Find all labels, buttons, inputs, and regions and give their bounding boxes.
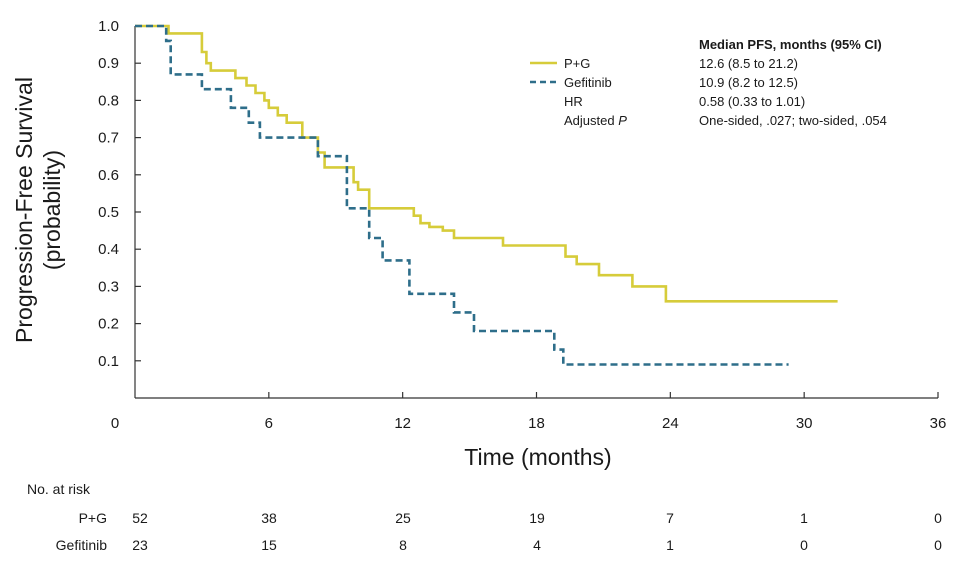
risk-cell: 52 xyxy=(132,510,148,526)
risk-table: No. at risk P+G Gefitinib 52 38 25 19 7 1 0 23 1… xyxy=(27,481,942,553)
series-line-pg xyxy=(135,24,838,303)
x-tick-label: 6 xyxy=(265,415,273,432)
risk-cell: 0 xyxy=(800,537,808,553)
y-tick-label: 0.3 xyxy=(98,278,119,295)
y-tick-label: 0.1 xyxy=(98,353,119,370)
legend-value-adjusted-p: One-sided, .027; two-sided, .054 xyxy=(699,113,887,128)
legend-header: Median PFS, months (95% CI) xyxy=(699,37,882,52)
risk-row-label-pg: P+G xyxy=(79,510,107,526)
y-tick-label: 0.4 xyxy=(98,241,119,258)
risk-cell: 4 xyxy=(533,537,541,553)
legend-value-pg: 12.6 (8.5 to 21.2) xyxy=(699,56,798,71)
y-tick-label: 0.5 xyxy=(98,204,119,221)
y-axis-title-line1: Progression-Free Survival xyxy=(11,77,37,343)
y-tick-label: 0.8 xyxy=(98,92,119,109)
y-tick-label: 0.9 xyxy=(98,55,119,72)
legend-label-adjusted: Adjusted xyxy=(564,113,618,128)
y-tick-label: 0.2 xyxy=(98,316,119,333)
x-axis: 0 6 12 18 24 30 36 xyxy=(111,392,947,432)
x-tick-label: 0 xyxy=(111,415,119,432)
risk-cell: 1 xyxy=(800,510,808,526)
risk-cell: 0 xyxy=(934,537,942,553)
risk-row-label-gefitinib: Gefitinib xyxy=(56,537,108,553)
legend: Median PFS, months (95% CI) P+G 12.6 (8.… xyxy=(530,37,887,128)
legend-label-gefitinib: Gefitinib xyxy=(564,75,612,90)
risk-cell: 7 xyxy=(666,510,674,526)
x-tick-label: 36 xyxy=(930,415,947,432)
risk-cell: 38 xyxy=(261,510,277,526)
risk-cell: 0 xyxy=(934,510,942,526)
x-axis-title: Time (months) xyxy=(464,444,611,470)
legend-value-hr: 0.58 (0.33 to 1.01) xyxy=(699,94,805,109)
legend-label-p-italic: P xyxy=(618,113,627,128)
legend-label-adjusted-p: Adjusted P xyxy=(564,113,627,128)
risk-cell: 15 xyxy=(261,537,277,553)
y-axis: 0.1 0.2 0.3 0.4 0.5 0.6 0.7 0.8 0.9 1.0 xyxy=(98,18,141,370)
y-tick-label: 0.6 xyxy=(98,167,119,184)
legend-label-pg: P+G xyxy=(564,56,590,71)
series-line-gefitinib xyxy=(135,24,789,366)
risk-cell: 8 xyxy=(399,537,407,553)
legend-label-hr: HR xyxy=(564,94,583,109)
x-tick-label: 24 xyxy=(662,415,679,432)
risk-cell: 1 xyxy=(666,537,674,553)
x-tick-label: 30 xyxy=(796,415,813,432)
risk-cell: 19 xyxy=(529,510,545,526)
risk-cell: 23 xyxy=(132,537,148,553)
risk-table-title: No. at risk xyxy=(27,481,91,497)
risk-cell: 25 xyxy=(395,510,411,526)
x-tick-label: 18 xyxy=(528,415,545,432)
legend-value-gefitinib: 10.9 (8.2 to 12.5) xyxy=(699,75,798,90)
y-tick-label: 1.0 xyxy=(98,18,119,35)
x-tick-label: 12 xyxy=(394,415,411,432)
survival-curves xyxy=(135,24,838,366)
y-axis-title-line2: (probability) xyxy=(39,150,65,270)
y-tick-label: 0.7 xyxy=(98,130,119,147)
